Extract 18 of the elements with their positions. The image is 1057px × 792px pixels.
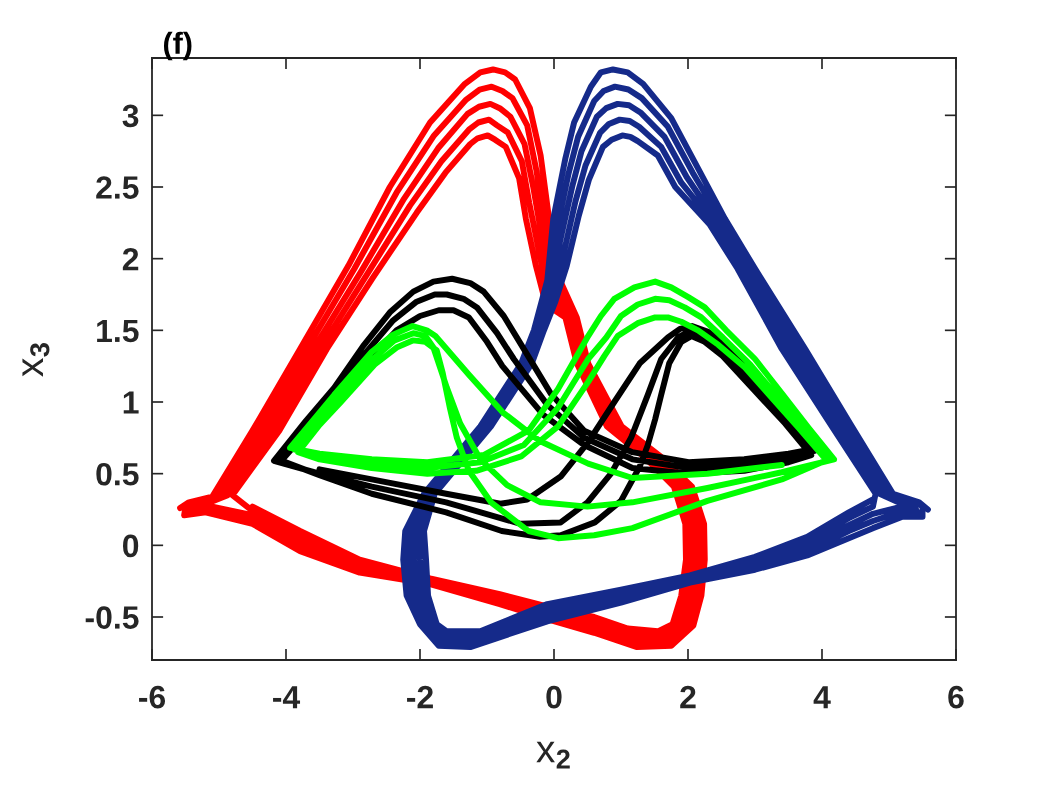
x-tick-label: -4 (273, 686, 301, 709)
y-tick-label: 0.5 (96, 462, 139, 486)
y-tick-label: -0.5 (85, 606, 139, 629)
x-tick-label: -2 (407, 685, 433, 709)
y-tick-label: 3 (122, 104, 139, 128)
x-tick-label: 0 (546, 685, 562, 709)
y-tick-label: 1 (123, 391, 139, 414)
y-axis-title: x$_{3}$ (22, 343, 50, 377)
y-tick-label: 1.5 (97, 319, 139, 343)
x-axis-title: x$_{2}$ (536, 741, 570, 769)
x-tick-label: 4 (813, 686, 831, 709)
y-tick-label: 2.5 (96, 176, 139, 199)
x-tick-label: -6 (139, 685, 166, 709)
y-tick-label: 2 (122, 247, 139, 271)
x-tick-label: 2 (680, 685, 696, 709)
y-tick-label: 0 (123, 534, 139, 558)
chart-title: (f) (163, 31, 192, 61)
x-tick-label: 6 (948, 685, 964, 709)
